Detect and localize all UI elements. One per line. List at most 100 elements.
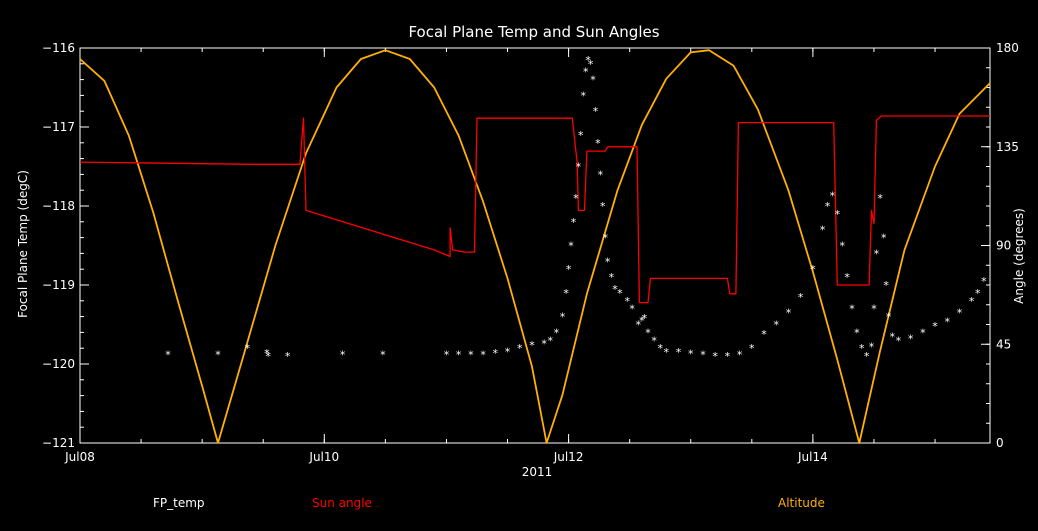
data-point-fp-temp: * xyxy=(844,271,850,284)
data-point-fp-temp: * xyxy=(595,137,601,150)
data-point-fp-temp: * xyxy=(700,349,706,362)
data-point-fp-temp: * xyxy=(568,240,574,253)
data-point-fp-temp: * xyxy=(285,350,291,363)
x-tick-label: Jul08 xyxy=(64,450,95,464)
y-axis-label-right: Angle (degrees) xyxy=(1012,208,1026,304)
chart-title: Focal Plane Temp and Sun Angles xyxy=(408,23,659,41)
data-point-fp-temp: * xyxy=(340,349,346,362)
data-point-fp-temp: * xyxy=(869,341,875,354)
data-point-fp-temp: * xyxy=(737,349,743,362)
data-point-fp-temp: * xyxy=(712,350,718,363)
data-point-fp-temp: * xyxy=(566,263,572,276)
data-point-fp-temp: * xyxy=(944,315,950,328)
data-point-fp-temp: * xyxy=(825,200,831,213)
data-point-fp-temp: * xyxy=(761,328,767,341)
data-point-fp-temp: * xyxy=(585,54,591,67)
y-axis-right: 180 135 90 45 0 xyxy=(981,41,1019,450)
x-tick-label: Jul12 xyxy=(553,450,584,464)
data-point-fp-temp: * xyxy=(859,342,865,355)
data-point-fp-temp: * xyxy=(981,275,987,288)
y-left-tick-label: −116 xyxy=(42,41,75,55)
data-point-fp-temp: * xyxy=(864,350,870,363)
y-left-tick-label: −120 xyxy=(42,357,75,371)
data-point-fp-temp: * xyxy=(165,349,171,362)
data-point-fp-temp: * xyxy=(629,303,635,316)
y-left-tick-label: −119 xyxy=(42,278,75,292)
data-point-fp-temp: * xyxy=(493,347,499,360)
legend-sun-angle: Sun angle xyxy=(312,496,372,510)
data-point-fp-temp: * xyxy=(590,74,596,87)
data-point-fp-temp: * xyxy=(786,307,792,320)
x-axis-label: 2011 xyxy=(522,465,553,479)
data-point-fp-temp: * xyxy=(583,66,589,79)
y-right-tick-label: 135 xyxy=(996,140,1019,154)
data-point-fp-temp: * xyxy=(877,192,883,205)
data-point-fp-temp: * xyxy=(517,342,523,355)
data-point-fp-temp: * xyxy=(932,320,938,333)
y-right-tick-label: 0 xyxy=(996,436,1004,450)
y-axis-left: −116 −117 −118 −119 −120 −121 xyxy=(42,41,89,450)
series-line-altitude xyxy=(79,49,991,444)
y-axis-label-left: Focal Plane Temp (degC) xyxy=(16,170,30,318)
legend-fp-temp: FP_temp xyxy=(153,496,205,510)
data-point-fp-temp: * xyxy=(573,192,579,205)
data-point-fp-temp: * xyxy=(635,319,641,332)
data-point-fp-temp: * xyxy=(854,326,860,339)
y-right-tick-label: 45 xyxy=(996,337,1011,351)
data-point-fp-temp: * xyxy=(676,346,682,359)
data-point-fp-temp: * xyxy=(571,216,577,229)
data-point-fp-temp: * xyxy=(602,232,608,245)
data-point-fp-temp: * xyxy=(896,334,902,347)
data-point-fp-temp: * xyxy=(651,334,657,347)
y-right-tick-label: 180 xyxy=(996,41,1019,55)
data-point-fp-temp: * xyxy=(642,312,648,325)
data-point-fp-temp: * xyxy=(588,58,594,71)
data-point-fp-temp: * xyxy=(773,319,779,332)
y-left-tick-label: −121 xyxy=(42,436,75,450)
series-layer: * * * * * * * * * * * * * * * * * * * * * * * * * * * * * * * * * * * * * * * *… xyxy=(79,49,991,444)
data-point-fp-temp: * xyxy=(874,247,880,260)
data-point-fp-temp: * xyxy=(849,303,855,316)
data-point-fp-temp: * xyxy=(908,333,914,346)
data-point-fp-temp: * xyxy=(505,345,511,358)
data-point-fp-temp: * xyxy=(617,287,623,300)
data-point-fp-temp: * xyxy=(264,347,270,360)
data-point-fp-temp: * xyxy=(835,208,841,221)
data-point-fp-temp: * xyxy=(664,346,670,359)
data-point-fp-temp: * xyxy=(725,350,731,363)
data-point-fp-temp: * xyxy=(529,339,535,352)
y-left-tick-label: −117 xyxy=(42,120,75,134)
y-left-tick-label: −118 xyxy=(42,199,75,213)
x-tick-label: Jul14 xyxy=(797,450,828,464)
data-point-fp-temp: * xyxy=(883,279,889,292)
data-point-fp-temp: * xyxy=(605,255,611,268)
data-point-fp-temp: * xyxy=(580,89,586,102)
data-point-fp-temp: * xyxy=(215,349,221,362)
data-point-fp-temp: * xyxy=(645,326,651,339)
legend-altitude: Altitude xyxy=(778,496,825,510)
data-point-fp-temp: * xyxy=(245,342,251,355)
x-axis: Jul08 Jul10 Jul12 Jul14 xyxy=(64,48,936,464)
data-point-fp-temp: * xyxy=(576,161,582,174)
data-point-fp-temp: * xyxy=(886,311,892,324)
data-point-fp-temp: * xyxy=(688,348,694,361)
data-point-fp-temp: * xyxy=(798,291,804,304)
data-point-fp-temp: * xyxy=(593,105,599,118)
data-point-fp-temp: * xyxy=(600,200,606,213)
data-point-fp-temp: * xyxy=(830,190,836,203)
data-point-fp-temp: * xyxy=(639,315,645,328)
legend: FP_temp Sun angle Altitude xyxy=(153,496,825,510)
data-point-fp-temp: * xyxy=(820,224,826,237)
data-point-fp-temp: * xyxy=(380,349,386,362)
data-point-fp-temp: * xyxy=(444,349,450,362)
data-point-fp-temp: * xyxy=(578,129,584,142)
data-point-fp-temp: * xyxy=(456,349,462,362)
data-point-fp-temp: * xyxy=(975,287,981,300)
data-point-fp-temp: * xyxy=(468,349,474,362)
x-tick-label: Jul10 xyxy=(308,450,339,464)
data-point-fp-temp: * xyxy=(563,287,569,300)
data-point-fp-temp: * xyxy=(609,271,615,284)
data-point-fp-temp: * xyxy=(969,295,975,308)
